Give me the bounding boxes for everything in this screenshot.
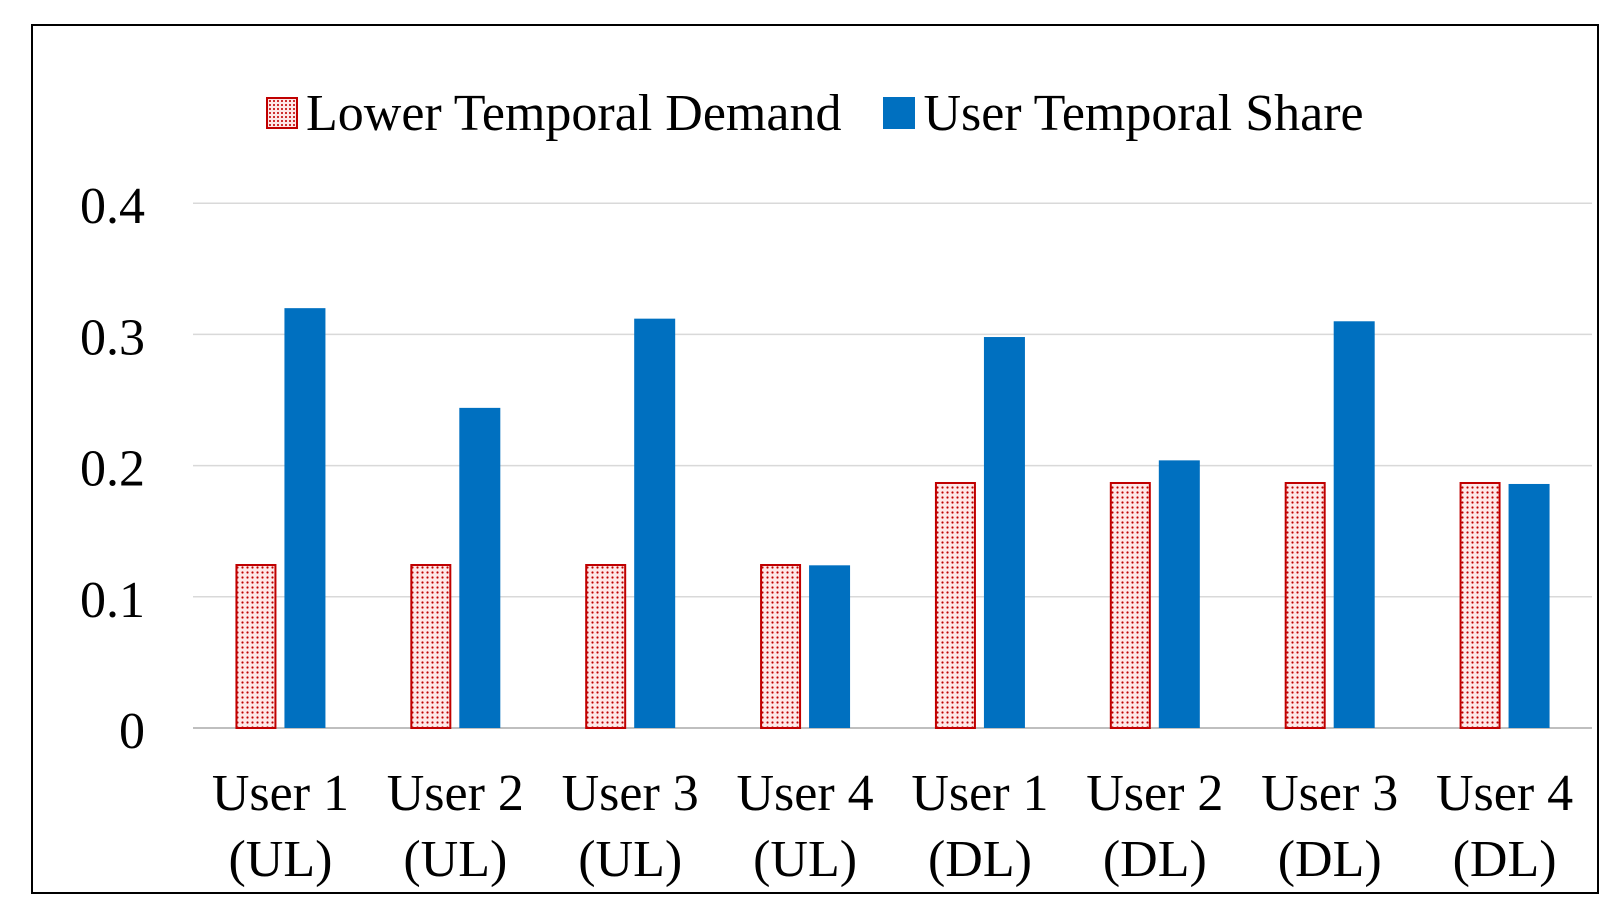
legend-swatch-solid — [883, 97, 916, 129]
legend-item-lower-temporal-demand[interactable]: Lower Temporal Demand — [266, 84, 841, 143]
bar-user-temporal-share — [983, 337, 1025, 728]
x-tick-label: User 1 — [212, 765, 349, 822]
legend-label: User Temporal Share — [923, 84, 1364, 142]
bar-lower-temporal-demand — [585, 564, 627, 729]
x-tick-label: (DL) — [928, 831, 1032, 888]
x-tick-label: (DL) — [1103, 831, 1207, 888]
x-tick-label: (UL) — [228, 831, 332, 888]
bar-user-temporal-share — [1333, 321, 1375, 728]
gridlines — [193, 202, 1592, 729]
bar-lower-temporal-demand — [1109, 482, 1151, 729]
legend: Lower Temporal Demand User Temporal Shar… — [266, 78, 1406, 148]
y-axis-ticks: 0 0.1 0.2 0.3 0.4 — [80, 178, 145, 760]
x-tick-label: (UL) — [753, 831, 857, 888]
x-tick-label: (UL) — [578, 831, 682, 888]
bar-lower-temporal-demand — [760, 564, 802, 729]
bar-lower-temporal-demand — [1459, 482, 1501, 729]
bar-user-temporal-share — [284, 308, 326, 728]
x-tick-label: User 3 — [1261, 765, 1398, 822]
y-tick-label: 0 — [119, 703, 145, 760]
bar-lower-temporal-demand — [934, 482, 976, 729]
bar-user-temporal-share — [459, 407, 501, 728]
x-tick-label: User 2 — [387, 765, 524, 822]
legend-label: Lower Temporal Demand — [306, 84, 842, 142]
x-tick-label: User 2 — [1086, 765, 1223, 822]
bar-user-temporal-share — [809, 565, 851, 728]
bars — [235, 308, 1550, 729]
bar-user-temporal-share — [1508, 483, 1550, 728]
y-tick-label: 0.4 — [80, 178, 145, 235]
legend-swatch-dotted — [266, 97, 298, 129]
y-tick-label: 0.3 — [80, 309, 145, 366]
x-tick-label: (DL) — [1453, 831, 1557, 888]
bar-user-temporal-share — [634, 318, 676, 728]
bar-lower-temporal-demand — [410, 564, 452, 729]
x-axis-ticks: User 1 (UL) User 2 (UL) User 3 (UL) User 4 (UL)… — [212, 765, 1573, 888]
legend-item-user-temporal-share[interactable]: User Temporal Share — [883, 84, 1364, 143]
x-tick-label: User 3 — [562, 765, 699, 822]
bar-user-temporal-share — [1158, 460, 1200, 728]
bar-lower-temporal-demand — [1284, 482, 1326, 729]
bar-lower-temporal-demand — [235, 564, 277, 729]
x-tick-label: User 4 — [736, 765, 873, 822]
x-tick-label: (UL) — [403, 831, 507, 888]
y-tick-label: 0.1 — [80, 572, 145, 629]
x-tick-label: (DL) — [1278, 831, 1382, 888]
x-tick-label: User 1 — [911, 765, 1048, 822]
y-tick-label: 0.2 — [80, 441, 145, 498]
x-tick-label: User 4 — [1436, 765, 1573, 822]
